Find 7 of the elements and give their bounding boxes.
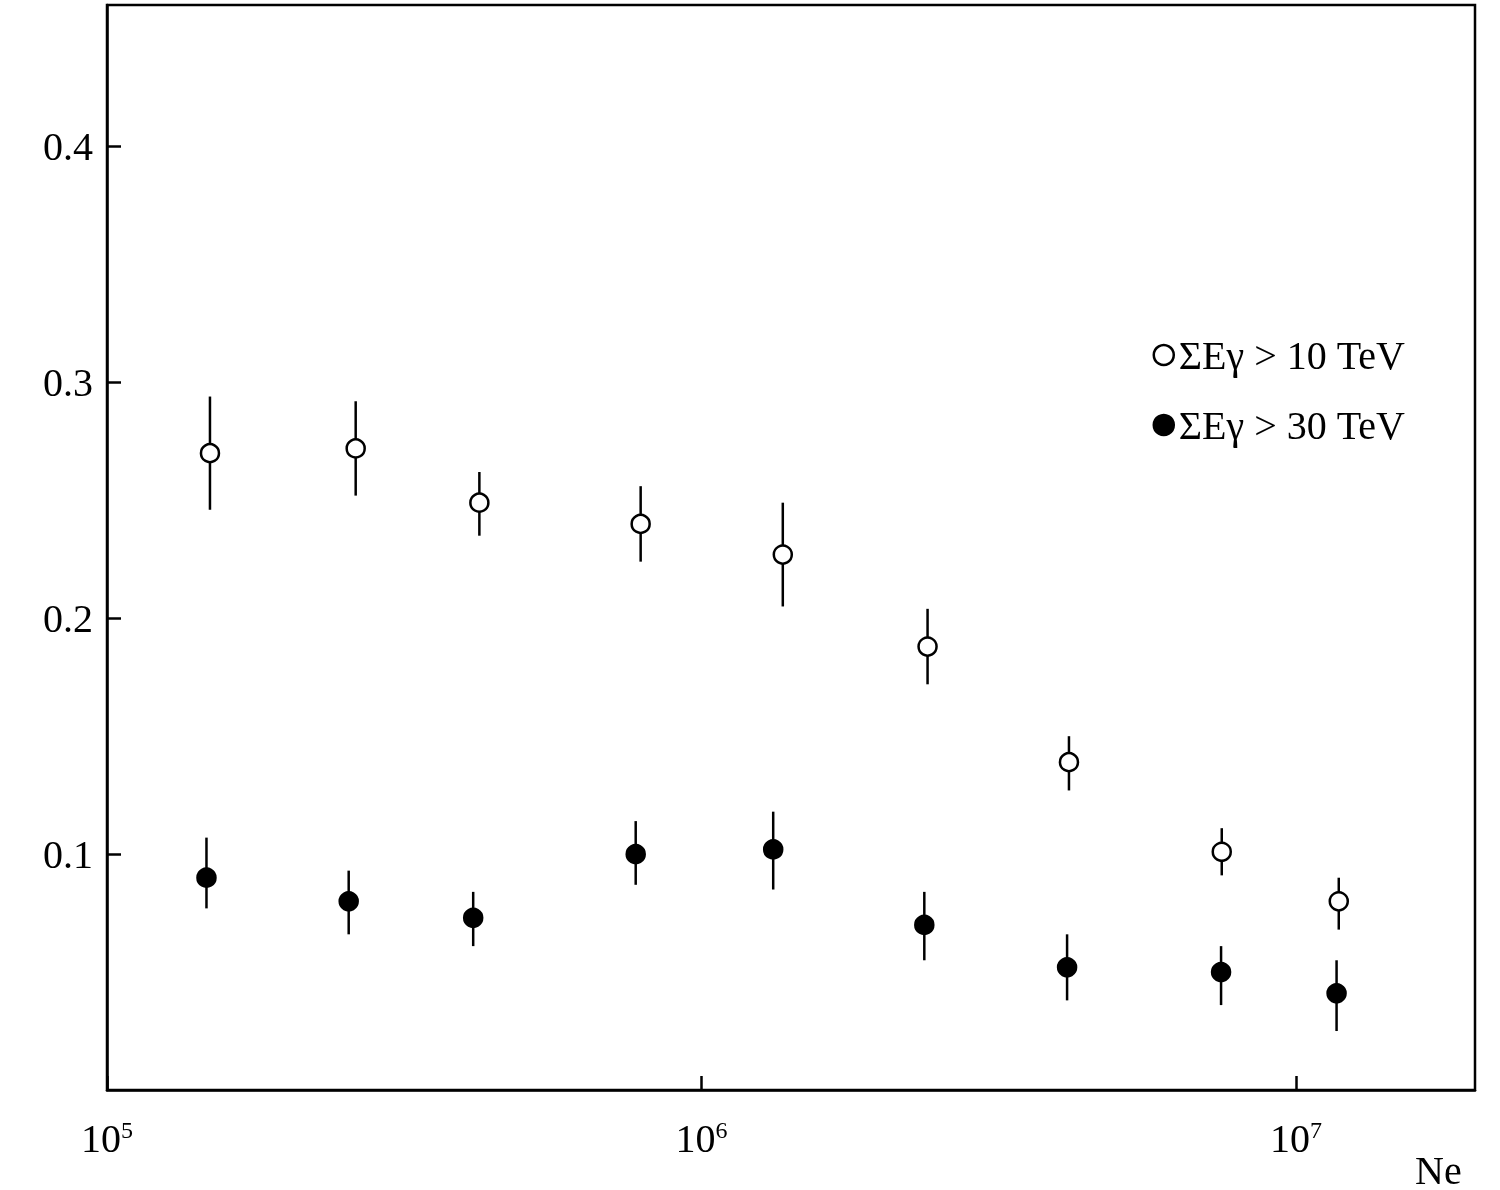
y-tick-label: 0.1	[43, 831, 93, 877]
legend-label: ΣEγ > 10 TeV	[1178, 332, 1406, 378]
y-tick-label: 0.2	[43, 595, 93, 641]
y-tick-label: 0.3	[43, 359, 93, 405]
legend-label: ΣEγ > 30 TeV	[1178, 402, 1406, 448]
y-tick-label: 0.4	[43, 124, 93, 170]
x-axis-title: Ne	[1415, 1147, 1462, 1190]
